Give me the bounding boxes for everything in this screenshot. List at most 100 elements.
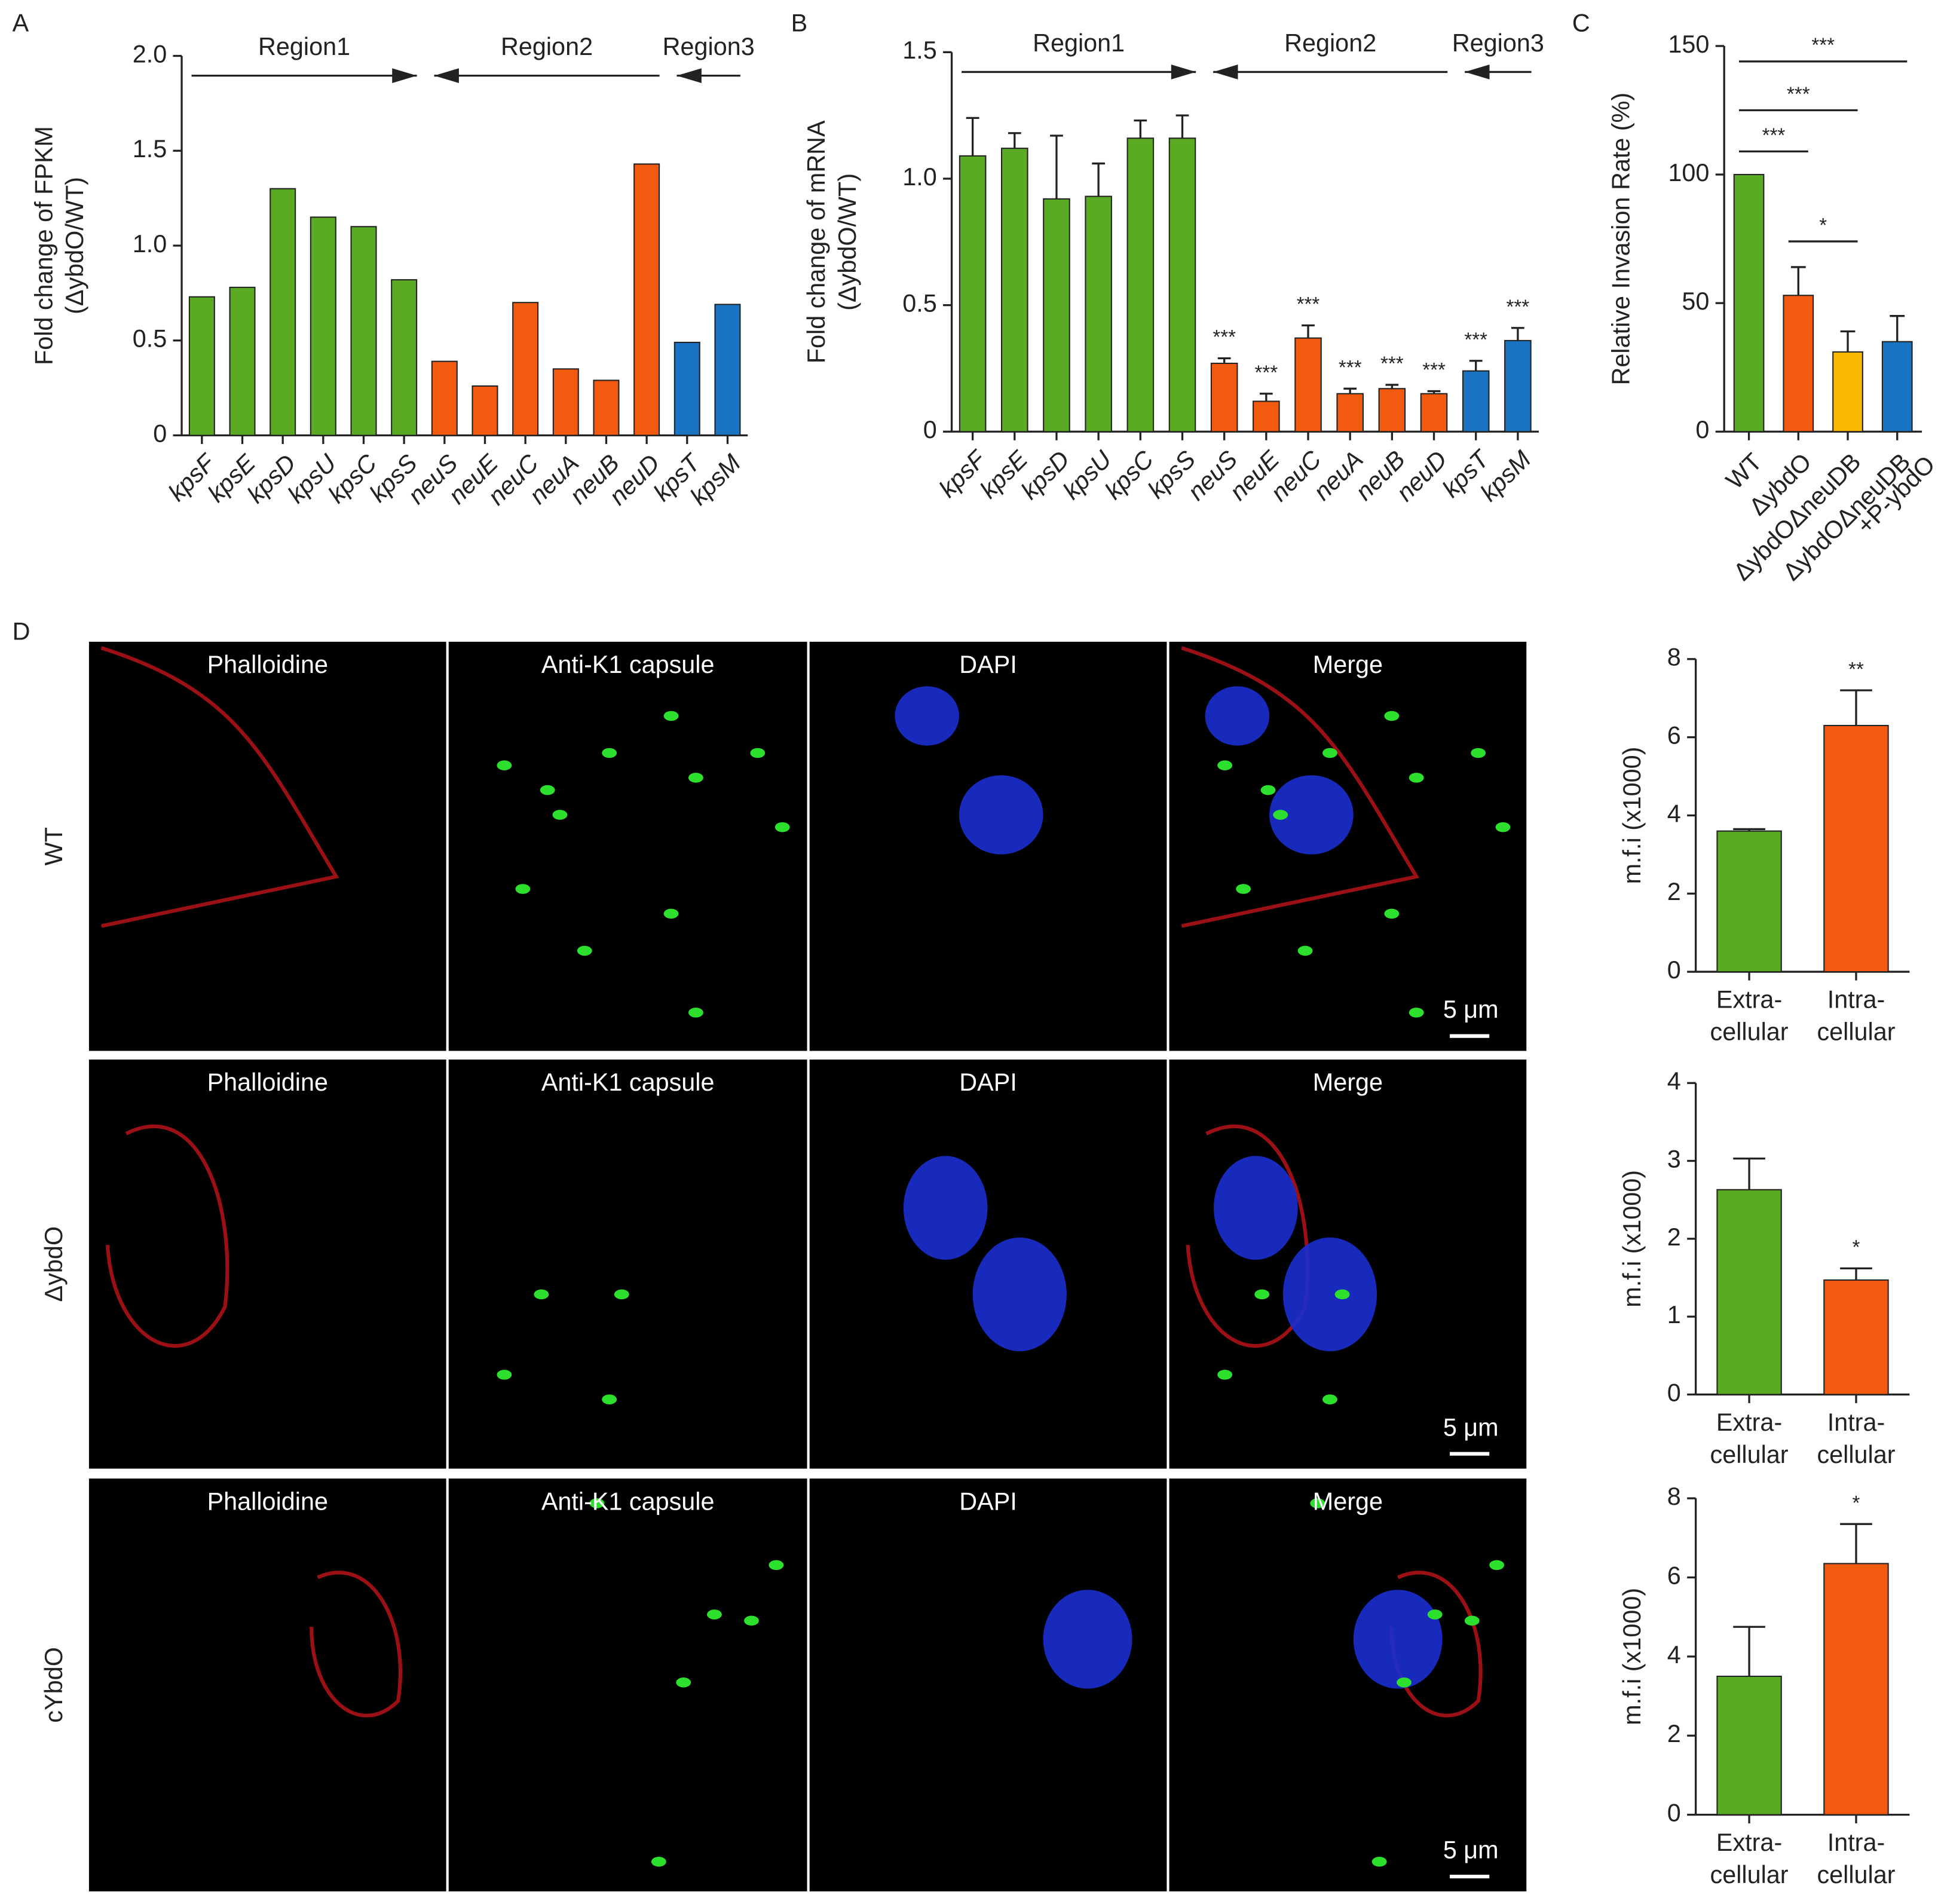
bacterium [552,810,568,820]
bacterium [614,1289,629,1300]
bar [1168,137,1196,433]
bacterium [1217,1370,1233,1380]
bar [1378,388,1406,433]
row-label: ΔybdO [40,1226,68,1302]
nucleus [959,775,1043,855]
bar [1001,148,1028,433]
micrograph [448,641,807,1051]
region-label: Region3 [1452,29,1544,57]
micrograph-content [1181,646,1511,1018]
bacterium [497,1370,512,1380]
bacterium [1310,1498,1325,1508]
significance: *** [1507,296,1530,318]
bar [1823,1563,1889,1816]
arrow-head [676,68,702,84]
nucleus [903,1156,988,1260]
bar [270,188,296,436]
bacterium [1409,773,1424,783]
bacterium [663,908,679,919]
x-tick-label: cellular [1710,1441,1789,1468]
region-label: Region1 [258,33,350,60]
region-label: Region3 [663,33,755,60]
bacterium [602,1394,617,1404]
bar [1716,1189,1782,1395]
bar [1336,393,1364,433]
panel-label: C [1572,10,1590,37]
bacterium [750,748,766,758]
bar [472,385,498,436]
y-tick-label: 0 [923,416,937,443]
x-tick-label: Intra- [1827,1409,1885,1436]
micrograph-content [1310,1498,1505,1867]
region-label: Region2 [1284,29,1376,57]
y-tick-label: 0 [1667,1799,1681,1827]
nucleus [1214,1156,1298,1260]
y-axis-label: m.f.i (x1000) [1618,1170,1646,1308]
y-axis-label: Fold change of mRNA [803,120,830,363]
comparison-label: *** [1811,35,1835,57]
bacterium [1260,785,1276,795]
y-tick-label: 6 [1667,722,1681,749]
bar [1823,1279,1889,1395]
actin-stain [105,1124,229,1348]
bacterium [1495,822,1511,832]
y-tick-label: 2 [1667,878,1681,905]
bacterium [1334,1289,1350,1300]
bar [391,279,418,436]
bar [1504,339,1532,433]
bacterium [1254,1289,1270,1300]
bar [431,360,458,436]
y-tick-label: 1.0 [133,230,167,258]
significance: *** [1339,357,1362,379]
significance: *** [1380,353,1404,375]
significance: *** [1422,359,1446,381]
bar [188,296,215,436]
bacterium [1471,748,1486,758]
x-tick-label: cellular [1817,1441,1895,1468]
bar [1783,295,1814,433]
bacterium [1297,945,1313,956]
bar [1420,393,1448,433]
bar [1823,724,1889,973]
column-label: Anti-K1 capsule [541,1487,715,1515]
arrow-head [392,68,417,84]
bar [959,155,987,433]
bar [1126,137,1155,433]
comparison-label: * [1819,215,1827,237]
arrow-head [1213,65,1238,79]
actin-stain [310,1571,402,1718]
nucleus [895,686,959,746]
significance: *** [1213,326,1236,348]
bacterium [769,1560,784,1571]
column-label: Merge [1313,651,1383,678]
bar [1881,341,1913,433]
significance: * [1853,1492,1860,1514]
bar [1716,1675,1782,1816]
panel-label: D [13,617,30,645]
bar [512,302,539,436]
bar [1733,174,1765,433]
bar [552,368,579,436]
y-tick-label: 1.5 [902,36,936,64]
bacterium [663,711,679,721]
bacterium [651,1856,666,1867]
bar [633,163,660,436]
bacterium [744,1615,759,1626]
comparison-label: *** [1762,124,1786,146]
arrow-head [1171,65,1196,79]
bacterium [1322,748,1337,758]
y-tick-label: 0 [1695,416,1709,443]
scale-bar-label: 5 μm [1443,1836,1499,1864]
x-tick-label: cellular [1710,1018,1789,1045]
column-label: DAPI [959,1069,1017,1096]
bacterium [540,785,555,795]
bacterium [577,945,592,956]
y-tick-label: 0 [1667,1379,1681,1406]
y-tick-label: 4 [1667,800,1681,827]
y-tick-label: 8 [1667,644,1681,671]
x-tick-label: Extra- [1716,1829,1782,1856]
micrograph-content [903,1156,1067,1352]
y-tick-label: 50 [1682,287,1709,315]
x-tick-label: cellular [1817,1861,1895,1888]
